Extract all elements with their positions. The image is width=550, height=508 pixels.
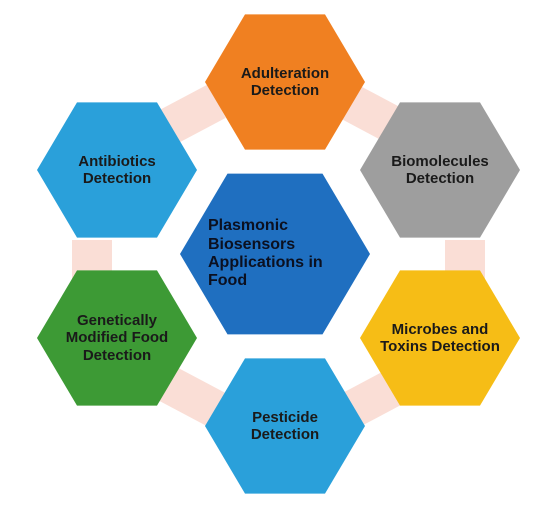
hex-label: Genetically Modified Food Detection <box>51 312 183 364</box>
hex-label: Biomolecules Detection <box>374 153 506 188</box>
hex-label: Antibiotics Detection <box>51 153 183 188</box>
hex-diagram: Plasmonic Biosensors Applications in Foo… <box>0 0 550 508</box>
hex-pesticide: Pesticide Detection <box>205 354 365 498</box>
hex-center-label: Plasmonic Biosensors Applications in Foo… <box>208 217 342 291</box>
hex-label: Adulteration Detection <box>219 65 351 100</box>
hex-adulteration: Adulteration Detection <box>205 10 365 154</box>
hex-label: Pesticide Detection <box>219 409 351 444</box>
hex-center: Plasmonic Biosensors Applications in Foo… <box>180 169 370 340</box>
hex-label: Microbes and Toxins Detection <box>374 321 506 356</box>
